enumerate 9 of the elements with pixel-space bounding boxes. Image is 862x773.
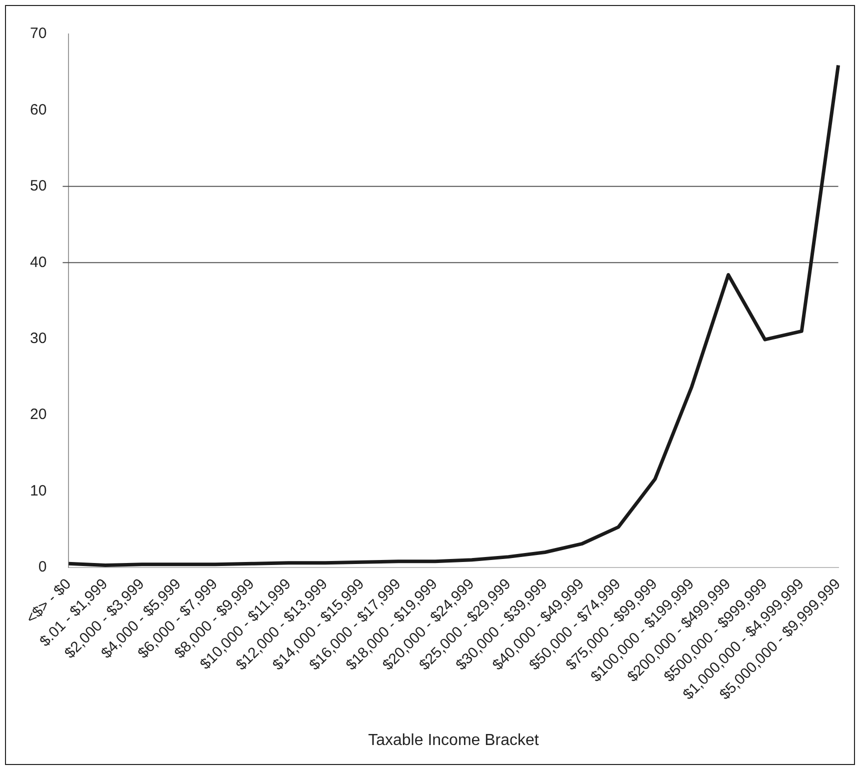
y-tick-label: 0 bbox=[38, 558, 47, 576]
x-axis-title: Taxable Income Bracket bbox=[368, 732, 540, 749]
y-tick-label: 20 bbox=[30, 406, 47, 424]
y-tick-label: 10 bbox=[30, 482, 47, 500]
y-tick-label: 30 bbox=[30, 330, 47, 347]
y-tick-label: 60 bbox=[30, 101, 47, 118]
y-tick-label: 40 bbox=[30, 254, 47, 271]
y-tick-label: 50 bbox=[30, 178, 47, 195]
y-tick-label: 70 bbox=[30, 25, 47, 42]
